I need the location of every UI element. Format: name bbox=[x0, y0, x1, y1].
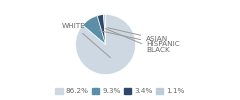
Text: WHITE: WHITE bbox=[62, 23, 110, 58]
Text: HISPANIC: HISPANIC bbox=[99, 30, 180, 48]
Text: ASIAN: ASIAN bbox=[108, 28, 168, 42]
Legend: 86.2%, 9.3%, 3.4%, 1.1%: 86.2%, 9.3%, 3.4%, 1.1% bbox=[55, 88, 185, 94]
Wedge shape bbox=[97, 15, 106, 45]
Wedge shape bbox=[103, 14, 106, 44]
Wedge shape bbox=[76, 14, 136, 74]
Wedge shape bbox=[83, 16, 106, 44]
Text: BLACK: BLACK bbox=[105, 28, 170, 54]
